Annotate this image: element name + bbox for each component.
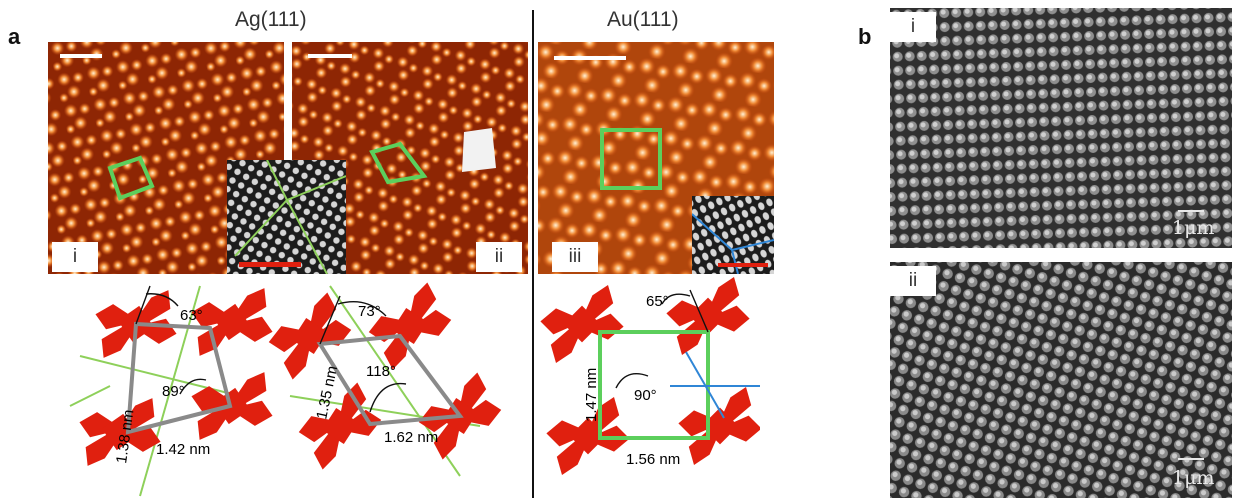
sublabel-b-ii: ii [890,266,936,296]
scale-bar-i [60,54,102,58]
panel-b-letter: b [858,24,872,49]
unit-cell-ii [369,141,428,185]
model-i: 63° 89° 1.38 nm 1.42 nm [69,276,280,497]
sem-scale-i: 1μm [1172,217,1214,239]
sublabel-b-i: i [890,12,936,42]
length-147: 1.47 nm [583,368,600,422]
angle-73: 73° [358,303,381,320]
scale-bar-iii [554,56,626,60]
length-156: 1.56 nm [626,451,680,468]
angle-90: 90° [634,387,657,404]
unit-cell-i [107,155,155,201]
panel-a-letter: a [8,24,21,49]
scale-bar-ii [308,54,352,58]
inset-ag [227,160,346,274]
header-au111: Au(111) [607,8,679,31]
sublabel-ii: ii [476,242,522,272]
length-138: 1.38 nm [113,409,137,465]
model-ii: 73° 118° 1.35 nm 1.62 nm [261,279,509,477]
sem-image-ii: 1μm [890,262,1232,498]
sem-image-i: 1μm [890,8,1232,248]
image-gap [284,42,292,160]
length-142: 1.42 nm [156,441,210,458]
length-162: 1.62 nm [384,429,438,446]
sublabel-i: i [52,242,98,272]
angle-118: 118° [366,363,396,380]
angle-65: 65° [646,293,669,310]
inset-scale-bar [239,262,301,267]
inset-au [692,196,774,274]
sublabel-iii: iii [552,242,598,272]
angle-63: 63° [180,307,203,324]
unit-cell-iii [600,128,662,190]
panel-divider [532,10,534,498]
model-iii: 65° 90° 1.47 nm 1.56 nm [540,277,760,475]
header-ag111: Ag(111) [235,8,307,31]
angle-89: 89° [162,383,185,400]
molecular-models: 63° 89° 1.38 nm 1.42 nm 73° 118° 1.35 nm… [69,276,760,497]
bright-defect [462,128,496,172]
sem-scale-ii: 1μm [1172,467,1214,489]
